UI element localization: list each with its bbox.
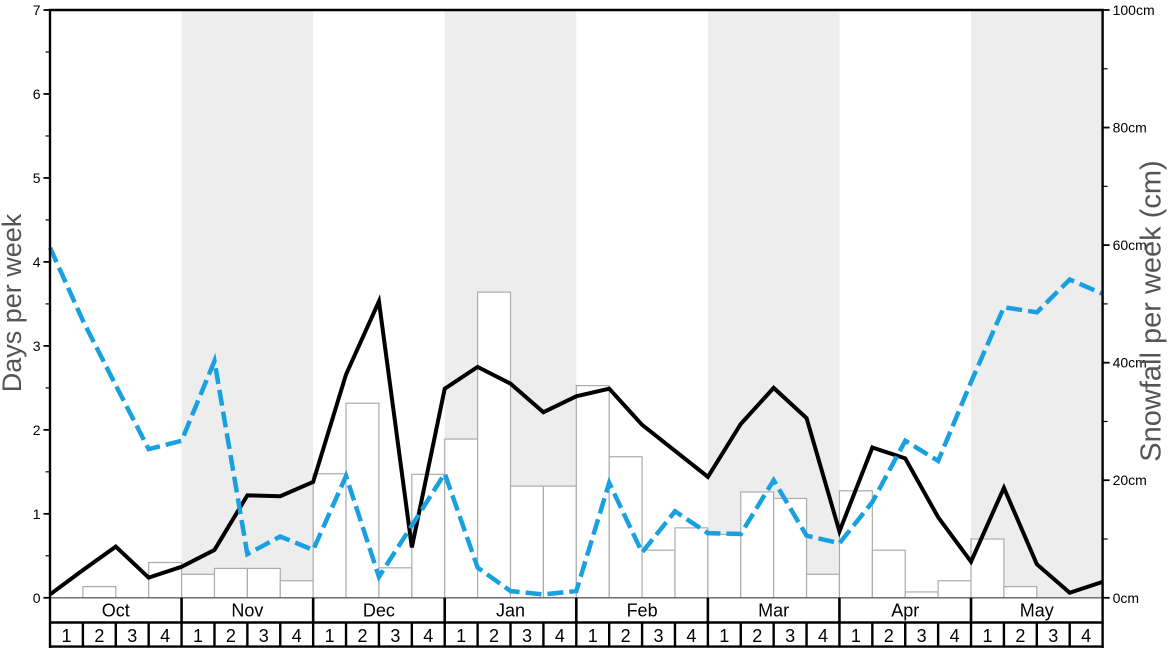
svg-text:40cm: 40cm xyxy=(1113,355,1147,371)
svg-text:4: 4 xyxy=(818,626,828,646)
svg-text:3: 3 xyxy=(654,626,664,646)
svg-text:1: 1 xyxy=(982,626,992,646)
svg-text:5: 5 xyxy=(33,170,41,186)
svg-text:1: 1 xyxy=(719,626,729,646)
svg-text:4: 4 xyxy=(686,626,696,646)
svg-text:3: 3 xyxy=(259,626,269,646)
svg-text:1: 1 xyxy=(851,626,861,646)
svg-text:Apr: Apr xyxy=(891,601,919,621)
svg-text:80cm: 80cm xyxy=(1113,120,1147,136)
svg-text:4: 4 xyxy=(950,626,960,646)
svg-text:Nov: Nov xyxy=(231,601,263,621)
svg-text:4: 4 xyxy=(423,626,433,646)
svg-text:2: 2 xyxy=(621,626,631,646)
svg-text:2: 2 xyxy=(357,626,367,646)
svg-text:1: 1 xyxy=(61,626,71,646)
svg-text:1: 1 xyxy=(193,626,203,646)
svg-text:4: 4 xyxy=(160,626,170,646)
svg-text:Dec: Dec xyxy=(363,601,395,621)
svg-text:4: 4 xyxy=(1081,626,1091,646)
svg-text:2: 2 xyxy=(33,422,41,438)
svg-text:Snowfall per week (cm): Snowfall per week (cm) xyxy=(1136,160,1168,461)
svg-text:2: 2 xyxy=(884,626,894,646)
svg-text:60cm: 60cm xyxy=(1113,237,1147,253)
svg-text:1: 1 xyxy=(588,626,598,646)
svg-text:3: 3 xyxy=(522,626,532,646)
svg-text:3: 3 xyxy=(33,338,41,354)
svg-text:1: 1 xyxy=(325,626,335,646)
svg-text:May: May xyxy=(1020,601,1054,621)
svg-text:3: 3 xyxy=(785,626,795,646)
svg-text:1: 1 xyxy=(456,626,466,646)
svg-text:Feb: Feb xyxy=(627,601,658,621)
svg-text:0: 0 xyxy=(33,590,41,606)
svg-text:3: 3 xyxy=(390,626,400,646)
svg-text:Mar: Mar xyxy=(758,601,789,621)
svg-text:100cm: 100cm xyxy=(1113,2,1155,18)
svg-text:3: 3 xyxy=(917,626,927,646)
svg-text:2: 2 xyxy=(226,626,236,646)
svg-text:4: 4 xyxy=(555,626,565,646)
svg-text:Days per week: Days per week xyxy=(0,213,27,392)
svg-text:2: 2 xyxy=(489,626,499,646)
svg-text:4: 4 xyxy=(292,626,302,646)
svg-text:0cm: 0cm xyxy=(1113,590,1139,606)
svg-text:3: 3 xyxy=(1048,626,1058,646)
svg-text:6: 6 xyxy=(33,86,41,102)
svg-text:2: 2 xyxy=(1015,626,1025,646)
svg-text:20cm: 20cm xyxy=(1113,472,1147,488)
svg-text:3: 3 xyxy=(127,626,137,646)
svg-text:2: 2 xyxy=(94,626,104,646)
svg-text:Oct: Oct xyxy=(102,601,130,621)
svg-text:Jan: Jan xyxy=(496,601,525,621)
svg-text:1: 1 xyxy=(33,506,41,522)
svg-text:4: 4 xyxy=(33,254,41,270)
svg-text:2: 2 xyxy=(752,626,762,646)
svg-text:7: 7 xyxy=(33,2,41,18)
